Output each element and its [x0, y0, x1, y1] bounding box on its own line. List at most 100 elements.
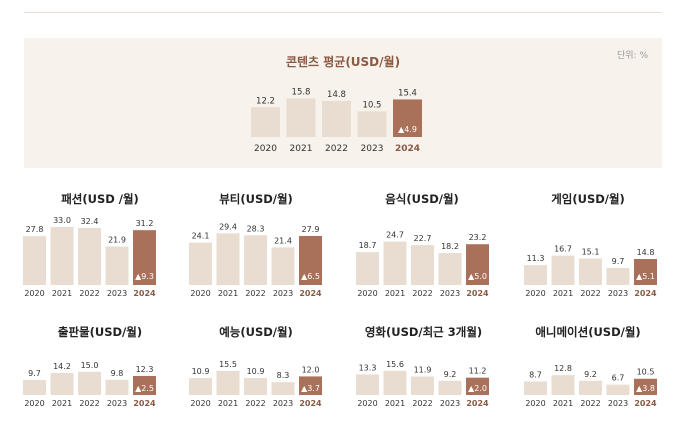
- tick-label: 2022: [245, 289, 265, 298]
- bar: [78, 228, 101, 285]
- tick-label: 2021: [553, 399, 573, 408]
- bar: [524, 265, 547, 285]
- tick-label: 2023: [440, 399, 460, 408]
- data-label: 10.9: [192, 367, 210, 376]
- chart-title: 패션(USD /월): [61, 192, 139, 206]
- bar: [299, 235, 322, 285]
- food-chart: 18.7 2020 24.7 2021 22.7 2022 18.2 2023 23.2 2024…: [356, 231, 489, 298]
- data-label: 31.2: [136, 219, 154, 228]
- bar: [524, 381, 547, 395]
- bar: [383, 241, 407, 285]
- tick-label: 2021: [553, 289, 573, 298]
- tick-label: 2022: [580, 289, 600, 298]
- tick-label: 2024: [299, 399, 322, 408]
- bar: [189, 378, 212, 395]
- data-label: 21.4: [274, 236, 292, 245]
- tick-label: 2023: [361, 144, 384, 154]
- change-label: ▲3.7: [301, 384, 320, 393]
- data-label: 9.7: [28, 369, 41, 378]
- bar: [551, 375, 575, 395]
- bar: [356, 252, 379, 285]
- data-label: 14.8: [327, 90, 346, 100]
- data-label: 13.3: [359, 363, 377, 372]
- data-label: 12.2: [256, 96, 275, 106]
- bar: [244, 235, 267, 285]
- data-label: 24.7: [386, 231, 404, 240]
- data-label: 18.7: [359, 241, 377, 250]
- data-label: 33.0: [53, 216, 71, 225]
- bar: [357, 111, 387, 137]
- chart-title: 애니메이션(USD/월): [535, 325, 641, 339]
- data-label: 10.5: [637, 368, 655, 377]
- bar: [299, 376, 322, 395]
- bar: [393, 99, 422, 137]
- bar: [356, 374, 379, 395]
- tick-label: 2021: [385, 399, 405, 408]
- bar: [579, 380, 602, 395]
- data-label: 12.8: [554, 364, 572, 373]
- tick-label: 2020: [525, 289, 545, 298]
- bar: [78, 371, 101, 395]
- data-label: 14.2: [53, 362, 71, 371]
- tick-label: 2020: [357, 399, 377, 408]
- chart-title: 출판물(USD/월): [57, 325, 143, 339]
- bar: [634, 258, 657, 285]
- bar: [383, 370, 407, 395]
- top-divider: [24, 12, 662, 13]
- tick-label: 2021: [52, 289, 72, 298]
- tick-label: 2024: [634, 399, 657, 408]
- tick-label: 2023: [440, 289, 460, 298]
- tick-label: 2024: [466, 289, 489, 298]
- tick-label: 2024: [133, 399, 156, 408]
- data-label: 27.9: [302, 225, 320, 234]
- data-label: 9.7: [612, 257, 625, 266]
- movie-chart: 13.3 2020 15.6 2021 11.9 2022 9.2 2023 11.2 2024 ▲…: [356, 360, 489, 408]
- data-label: 24.1: [192, 232, 210, 241]
- tick-label: 2022: [412, 399, 432, 408]
- data-label: 18.2: [441, 242, 459, 251]
- tick-label: 2021: [218, 399, 238, 408]
- bar: [551, 255, 575, 285]
- tick-label: 2022: [580, 399, 600, 408]
- tick-label: 2021: [218, 289, 238, 298]
- chart-title: 게임(USD/월): [551, 192, 625, 206]
- data-label: 11.9: [414, 366, 432, 375]
- data-label: 15.0: [81, 361, 99, 370]
- change-label: ▲9.3: [135, 272, 154, 281]
- fashion-chart: 27.8 2020 33.0 2021 32.4 2022 21.9 2023 31.2 2024…: [23, 216, 156, 298]
- data-label: 15.6: [386, 360, 404, 369]
- chart-title: 콘텐츠 평균(USD/월): [285, 55, 401, 69]
- tick-label: 2024: [466, 399, 489, 408]
- bar: [466, 377, 489, 395]
- tick-label: 2023: [608, 399, 628, 408]
- tick-label: 2020: [190, 289, 210, 298]
- tick-label: 2022: [79, 289, 99, 298]
- bar: [606, 267, 630, 285]
- data-label: 29.4: [219, 222, 237, 231]
- tick-label: 2023: [273, 289, 293, 298]
- change-label: ▲2.5: [135, 384, 154, 393]
- chart-title: 영화(USD/최근 3개월): [364, 325, 483, 339]
- data-label: 12.3: [136, 365, 154, 374]
- animation-chart: 8.7 2020 12.8 2021 9.2 2022 6.7 2023 10.5 2024 ▲3.…: [524, 364, 657, 408]
- bar: [271, 247, 295, 285]
- tick-label: 2020: [24, 289, 44, 298]
- change-label: ▲5.1: [636, 272, 655, 281]
- data-label: 15.8: [292, 87, 311, 97]
- data-label: 11.2: [469, 367, 487, 376]
- publication-chart: 9.7 2020 14.2 2021 15.0 2022 9.8 2023 12.3 2024 ▲2…: [23, 361, 156, 408]
- tick-label: 2023: [273, 399, 293, 408]
- change-label: ▲3.8: [636, 384, 655, 393]
- tick-label: 2020: [24, 399, 44, 408]
- bar: [438, 253, 462, 285]
- bar: [579, 258, 602, 285]
- bar: [189, 242, 212, 285]
- bar: [105, 246, 129, 285]
- data-label: 14.8: [637, 248, 655, 257]
- tick-label: 2022: [325, 144, 348, 154]
- data-label: 32.4: [81, 217, 99, 226]
- data-label: 11.3: [527, 254, 545, 263]
- average-chart: 12.2 2020 15.8 2021 14.8 2022 10.5 2023 15.4 2024…: [251, 87, 422, 154]
- beauty-chart: 24.1 2020 29.4 2021 28.3 2022 21.4 2023 27.9 2024…: [189, 222, 322, 298]
- change-label: ▲4.9: [398, 125, 417, 134]
